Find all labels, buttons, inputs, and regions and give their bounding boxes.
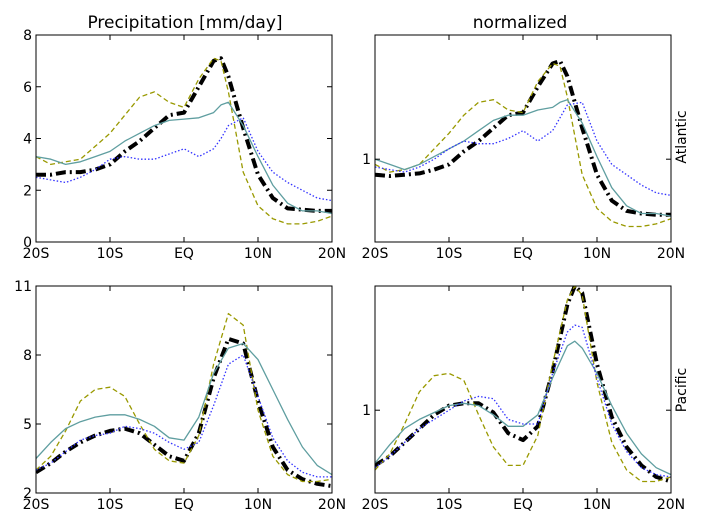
x-tick-label: 20N: [657, 497, 685, 513]
x-tick-label: 20S: [23, 246, 50, 262]
series-line-dash-dot-thick: [36, 56, 332, 213]
x-tick-label: 20N: [318, 497, 346, 513]
y-tick-label: 0: [23, 235, 32, 251]
series-line-dash-dot-thick: [375, 58, 671, 217]
y-tick-label: 2: [23, 183, 32, 199]
x-tick-label: 10N: [244, 246, 272, 262]
column-title-absolute: Precipitation [mm/day]: [87, 13, 282, 33]
row-label-atlantic: Atlantic: [674, 110, 690, 163]
x-tick-label: 10N: [244, 497, 272, 513]
panel-atlantic-absolute: 20S 10S EQ 10N 20N 0 2 4 6 8: [23, 28, 347, 262]
x-tick-label: 10N: [583, 246, 611, 262]
axes-frame: [374, 285, 672, 494]
x-tick-label: 10N: [583, 497, 611, 513]
series-line-dashed: [375, 286, 671, 483]
series-line-dash-dot-thick: [36, 336, 332, 489]
column-title-normalized: normalized: [473, 13, 567, 33]
x-tick-label: EQ: [513, 497, 533, 513]
series-line-dashed: [36, 57, 332, 225]
x-tick-label: 20S: [23, 497, 50, 513]
series-line-dashed: [375, 62, 671, 228]
y-tick-label: 8: [23, 28, 32, 44]
series-line-solid: [36, 342, 332, 476]
series-line-dotted: [375, 101, 671, 197]
x-tick-label: EQ: [174, 246, 194, 262]
panel-atlantic-normalized: 20S 10S EQ 10N 20N 1: [362, 34, 685, 262]
y-tick-label: 2: [23, 486, 32, 502]
y-tick-label: 11: [14, 279, 32, 295]
x-tick-label: EQ: [174, 497, 194, 513]
panel-pacific-absolute: 20S 10S EQ 10N 20N 2 5 8 11: [14, 279, 346, 513]
x-tick-label: 10S: [436, 246, 463, 262]
y-tick-label: 1: [362, 152, 371, 168]
series-line-dotted: [375, 324, 671, 478]
series-line-dash-dot-thick: [375, 286, 671, 484]
x-tick-label: EQ: [513, 246, 533, 262]
x-tick-label: 20S: [362, 246, 389, 262]
series-line-solid: [375, 99, 671, 217]
series-line-solid: [375, 340, 671, 476]
y-tick-label: 8: [23, 348, 32, 364]
x-tick-label: 20S: [362, 497, 389, 513]
x-tick-label: 10S: [97, 497, 124, 513]
y-tick-label: 1: [362, 403, 371, 419]
series-line-dashed: [36, 312, 332, 483]
axes-frame: [35, 34, 333, 243]
y-tick-label: 5: [23, 417, 32, 433]
y-tick-label: 4: [23, 132, 32, 148]
x-tick-label: 10S: [97, 246, 124, 262]
row-label-pacific: Pacific: [674, 368, 690, 413]
x-tick-label: 20N: [318, 246, 346, 262]
y-tick-label: 6: [23, 80, 32, 96]
panel-pacific-normalized: 20S 10S EQ 10N 20N 1: [362, 285, 685, 513]
x-tick-label: 10S: [436, 497, 463, 513]
x-tick-label: 20N: [657, 246, 685, 262]
series-line-solid: [36, 101, 332, 215]
series-line-dotted: [36, 117, 332, 202]
series-line-dotted: [36, 354, 332, 478]
